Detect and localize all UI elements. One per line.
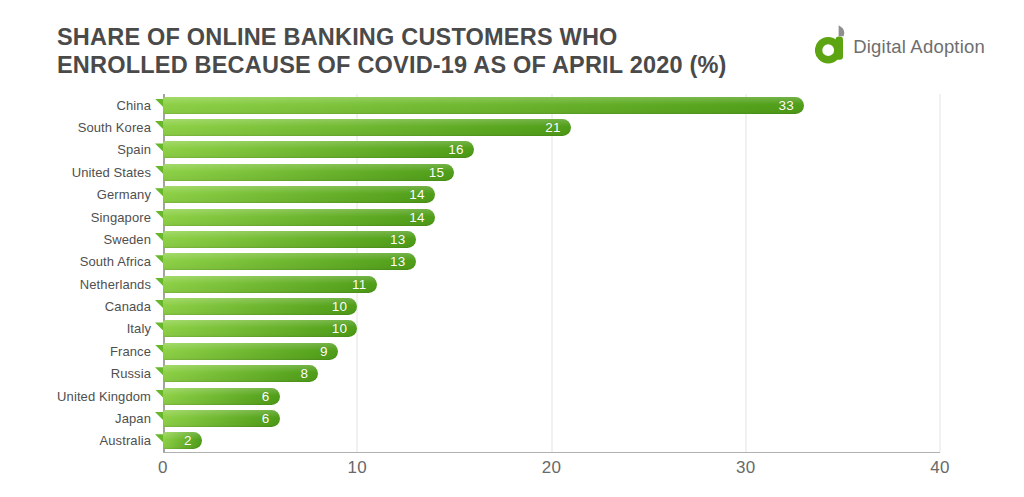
category-label: United Kingdom — [0, 389, 163, 404]
bar: 21 — [163, 119, 571, 136]
plot-area: China 33 South Korea 21 Spain 16 United States… — [0, 94, 940, 452]
bar-value-label: 14 — [409, 210, 435, 225]
bar: 9 — [163, 343, 338, 360]
table-row: Netherlands 11 — [0, 273, 940, 295]
bar-track: 8 — [163, 365, 940, 382]
category-label: France — [0, 344, 163, 359]
table-row: Germany 14 — [0, 184, 940, 206]
bar-track: 11 — [163, 276, 940, 293]
category-label: Russia — [0, 366, 163, 381]
bar: 6 — [163, 388, 280, 405]
bar-value-label: 10 — [332, 321, 358, 336]
category-label: Singapore — [0, 210, 163, 225]
category-label: South Korea — [0, 120, 163, 135]
bar-track: 6 — [163, 388, 940, 405]
bar-value-label: 8 — [301, 366, 319, 381]
bar-value-label: 16 — [448, 142, 474, 157]
category-label: Sweden — [0, 232, 163, 247]
bar: 13 — [163, 253, 416, 270]
category-label: Italy — [0, 321, 163, 336]
x-tick-label: 30 — [736, 458, 756, 478]
bar-track: 15 — [163, 164, 940, 181]
bar-track: 6 — [163, 410, 940, 427]
bar-value-label: 6 — [262, 411, 280, 426]
bar: 14 — [163, 209, 435, 226]
page-title: SHARE OF ONLINE BANKING CUSTOMERS WHO EN… — [57, 23, 727, 79]
bar-track: 10 — [163, 298, 940, 315]
bar-value-label: 6 — [262, 389, 280, 404]
bar-value-label: 33 — [778, 98, 804, 113]
bar-value-label: 15 — [429, 165, 455, 180]
bar: 11 — [163, 276, 377, 293]
x-tick-label: 0 — [158, 458, 168, 478]
x-axis-ticks: 010203040 — [163, 458, 940, 482]
brand-logo: Digital Adoption — [815, 24, 985, 64]
page-title-line2: ENROLLED BECAUSE OF COVID-19 AS OF APRIL… — [57, 51, 727, 79]
bar-track: 2 — [163, 432, 940, 449]
bar-value-label: 2 — [184, 433, 202, 448]
x-tick-label: 40 — [930, 458, 950, 478]
bar-track: 14 — [163, 209, 940, 226]
bar-track: 13 — [163, 253, 940, 270]
bar: 10 — [163, 320, 357, 337]
bar-track: 13 — [163, 231, 940, 248]
bar: 15 — [163, 164, 454, 181]
bar: 6 — [163, 410, 280, 427]
table-row: China 33 — [0, 94, 940, 116]
bar-track: 9 — [163, 343, 940, 360]
bar-value-label: 21 — [545, 120, 571, 135]
digital-adoption-logo-icon — [815, 24, 848, 64]
table-row: South Africa 13 — [0, 251, 940, 273]
bar: 14 — [163, 186, 435, 203]
bar-track: 21 — [163, 119, 940, 136]
bars-layer: China 33 South Korea 21 Spain 16 United States… — [0, 94, 940, 452]
category-label: South Africa — [0, 254, 163, 269]
category-label: China — [0, 98, 163, 113]
table-row: Sweden 13 — [0, 228, 940, 250]
bar-value-label: 13 — [390, 232, 416, 247]
bar: 16 — [163, 141, 474, 158]
table-row: Japan 6 — [0, 407, 940, 429]
bar-value-label: 11 — [352, 277, 377, 292]
bar-track: 33 — [163, 97, 940, 114]
table-row: Canada 10 — [0, 295, 940, 317]
table-row: Italy 10 — [0, 318, 940, 340]
bar: 33 — [163, 97, 804, 114]
table-row: Australia 2 — [0, 430, 940, 452]
table-row: Spain 16 — [0, 139, 940, 161]
chart-canvas: SHARE OF ONLINE BANKING CUSTOMERS WHO EN… — [0, 0, 1024, 497]
bar: 2 — [163, 432, 202, 449]
bar-value-label: 13 — [390, 254, 416, 269]
bar-track: 10 — [163, 320, 940, 337]
bar-value-label: 14 — [409, 187, 435, 202]
table-row: United Kingdom 6 — [0, 385, 940, 407]
table-row: France 9 — [0, 340, 940, 362]
bar: 13 — [163, 231, 416, 248]
category-label: Australia — [0, 433, 163, 448]
category-label: United States — [0, 165, 163, 180]
x-tick-label: 20 — [542, 458, 562, 478]
bar-value-label: 9 — [320, 344, 338, 359]
table-row: Russia 8 — [0, 363, 940, 385]
x-tick-label: 10 — [347, 458, 367, 478]
category-label: Germany — [0, 187, 163, 202]
brand-logo-text: Digital Adoption — [853, 36, 985, 58]
category-label: Canada — [0, 299, 163, 314]
table-row: Singapore 14 — [0, 206, 940, 228]
bar-track: 16 — [163, 141, 940, 158]
bar: 8 — [163, 365, 318, 382]
category-label: Spain — [0, 142, 163, 157]
bar-track: 14 — [163, 186, 940, 203]
category-label: Netherlands — [0, 277, 163, 292]
table-row: United States 15 — [0, 161, 940, 183]
page-title-line1: SHARE OF ONLINE BANKING CUSTOMERS WHO — [57, 23, 727, 51]
bar: 10 — [163, 298, 357, 315]
table-row: South Korea 21 — [0, 116, 940, 138]
category-label: Japan — [0, 411, 163, 426]
bar-value-label: 10 — [332, 299, 358, 314]
